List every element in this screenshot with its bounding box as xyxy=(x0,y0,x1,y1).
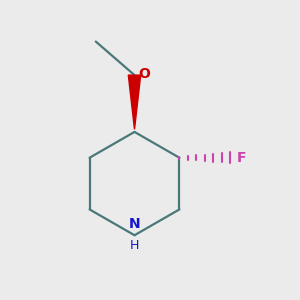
Text: F: F xyxy=(236,151,246,165)
Text: H: H xyxy=(130,239,139,252)
Text: O: O xyxy=(138,67,150,81)
Text: N: N xyxy=(129,217,140,231)
Polygon shape xyxy=(128,75,141,129)
